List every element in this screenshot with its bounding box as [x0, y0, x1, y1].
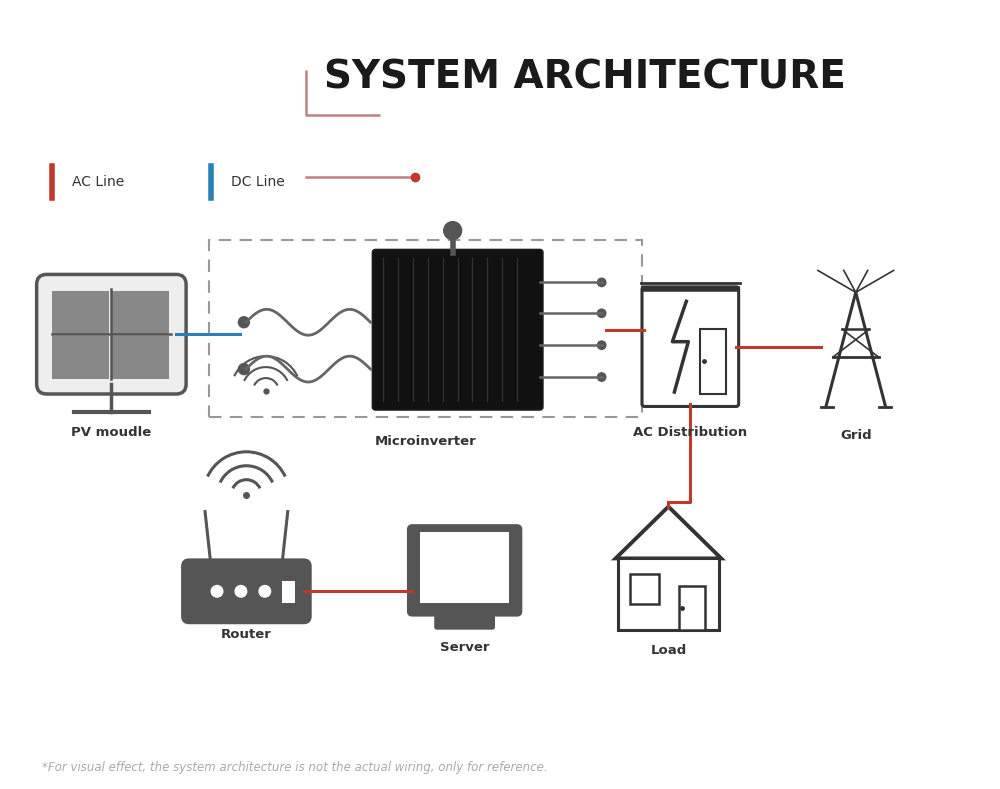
- Bar: [679, 586, 705, 630]
- Text: AC Distribution: AC Distribution: [633, 426, 747, 439]
- Bar: [111, 336, 169, 379]
- Text: *For visual effect, the system architecture is not the actual wiring, only for r: *For visual effect, the system architect…: [42, 761, 547, 774]
- Circle shape: [259, 585, 271, 597]
- Circle shape: [444, 222, 462, 240]
- Text: Server: Server: [440, 641, 489, 654]
- Text: PV moudle: PV moudle: [71, 426, 151, 439]
- Circle shape: [597, 279, 606, 286]
- Text: Microinverter: Microinverter: [375, 435, 477, 448]
- Bar: [52, 336, 109, 379]
- Bar: [111, 291, 169, 335]
- FancyBboxPatch shape: [182, 559, 311, 623]
- Circle shape: [597, 341, 606, 350]
- FancyBboxPatch shape: [372, 249, 543, 410]
- Circle shape: [238, 364, 249, 375]
- Text: AC Line: AC Line: [72, 174, 124, 189]
- Bar: [209, 240, 642, 417]
- Bar: [700, 329, 726, 394]
- Circle shape: [211, 585, 223, 597]
- Bar: [52, 291, 109, 335]
- Bar: [618, 559, 719, 630]
- Text: SYSTEM ARCHITECTURE: SYSTEM ARCHITECTURE: [324, 58, 846, 96]
- Circle shape: [597, 373, 606, 381]
- Circle shape: [597, 309, 606, 317]
- Text: Router: Router: [221, 628, 272, 641]
- FancyBboxPatch shape: [642, 287, 739, 406]
- Bar: [282, 581, 295, 604]
- Text: Grid: Grid: [840, 429, 872, 442]
- FancyBboxPatch shape: [37, 275, 186, 394]
- Text: Load: Load: [650, 644, 687, 657]
- Circle shape: [235, 585, 247, 597]
- Bar: [420, 532, 509, 604]
- FancyBboxPatch shape: [434, 615, 495, 630]
- Polygon shape: [616, 507, 721, 559]
- Text: DC Line: DC Line: [231, 174, 285, 189]
- Circle shape: [238, 316, 249, 327]
- FancyBboxPatch shape: [408, 525, 521, 615]
- Bar: [630, 574, 659, 604]
